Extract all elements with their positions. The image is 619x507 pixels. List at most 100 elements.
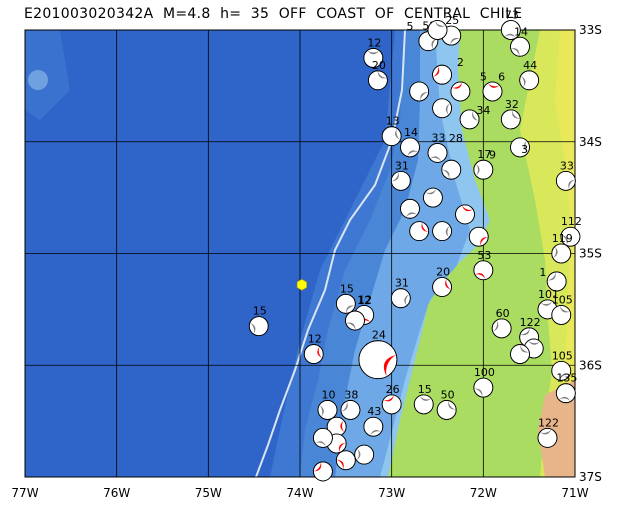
depth-label: 12 [308,333,322,346]
focal-mechanism[interactable] [423,187,443,208]
focal-mechanism[interactable]: 135 [555,372,577,404]
beachball-outline [335,293,356,314]
focal-mechanism[interactable]: 119 [551,232,573,264]
beachball-outline [510,344,530,364]
focal-mechanism[interactable]: 15 [413,383,434,415]
epicenter-hexagon[interactable] [296,278,307,291]
beachball-outline [313,461,333,482]
focal-mechanism[interactable] [432,221,452,242]
beachball-outline [345,310,365,331]
focal-mechanism[interactable] [450,81,471,102]
focal-mechanism[interactable]: 14 [510,25,530,57]
compressional-quadrant [561,235,568,246]
lat-tick-label: 35S [579,247,602,261]
lon-tick-label: 76W [103,486,130,500]
focal-mechanism[interactable] [313,461,333,482]
compressional-quadrant [504,33,517,38]
focal-mechanism[interactable]: 33 [427,131,448,163]
compressional-quadrant [404,294,410,306]
focal-mechanism[interactable]: 60 [491,307,512,339]
focal-mechanism[interactable] [510,344,530,364]
focal-mechanism[interactable]: 122 [537,416,559,448]
compressional-quadrant [472,110,479,121]
focal-mechanism[interactable] [468,226,489,247]
focal-mechanism[interactable]: 100 [473,366,495,398]
depth-label: 135 [556,372,577,385]
depth-label: 73 [505,9,519,22]
focal-mechanism[interactable] [354,444,375,465]
depth-label: 14 [404,126,418,139]
focal-mechanism[interactable]: 26 [381,383,402,415]
focal-mechanism[interactable] [409,81,430,102]
focal-mechanism[interactable]: 13 [381,115,402,147]
depth-label: 24 [372,329,386,342]
beachball-outline [436,400,457,420]
depth-label: 100 [474,366,495,379]
focal-mechanism[interactable]: 12 [303,333,324,364]
compressional-quadrant [377,70,388,79]
compressional-quadrant [540,301,553,306]
compressional-quadrant [450,37,461,46]
beachball-outline [482,81,503,102]
focal-mechanism[interactable]: 44 [519,59,540,91]
focal-mechanism[interactable] [313,427,333,448]
focal-mechanism[interactable]: 53 [473,249,494,281]
compressional-quadrant [520,344,530,353]
lon-tick-label: 72W [470,486,497,500]
focal-mechanism[interactable] [546,271,567,292]
focal-mechanism[interactable] [510,137,530,158]
focal-mechanism[interactable]: 43 [363,405,384,437]
focal-mechanism[interactable]: 10 [317,388,338,420]
depth-label: 5 [407,20,414,33]
focal-mechanism[interactable]: 105 [551,293,573,325]
focal-mechanism[interactable]: 12 [363,36,384,68]
focal-mechanism[interactable]: 112 [560,215,582,247]
depth-label: 119 [552,232,573,245]
focal-mechanism[interactable] [409,221,430,242]
focal-mechanism[interactable] [345,310,365,331]
focal-mechanism[interactable]: 17 [473,148,494,180]
focal-mechanism[interactable]: 20 [368,59,388,91]
focal-mechanism[interactable] [400,198,420,219]
focal-mechanism[interactable]: 15 [248,305,269,337]
focal-mechanism[interactable] [335,450,356,471]
focal-mechanism[interactable] [459,109,480,130]
focal-mechanism[interactable]: 105 [551,349,573,381]
focal-mechanism[interactable] [482,81,503,102]
beachball-outline [450,81,471,102]
focal-mechanism[interactable]: 31 [390,277,411,309]
compressional-quadrant [341,401,348,412]
focal-mechanism[interactable]: 32 [500,98,521,130]
focal-mechanism[interactable]: 25 [441,14,462,46]
focal-mechanism[interactable] [441,159,462,180]
focal-mechanism[interactable] [432,64,452,85]
compressional-quadrant [473,388,483,398]
depth-label: 33 [432,131,446,144]
focal-mechanism[interactable]: 20 [432,266,452,297]
compressional-quadrant [487,83,500,88]
compressional-quadrant [441,169,450,179]
beachball-outline [381,394,402,415]
focal-mechanism[interactable]: 31 [390,159,411,191]
compressional-quadrant [405,212,418,218]
lon-tick-label: 71W [561,486,588,500]
beachball-outline [473,377,494,398]
focal-mechanism[interactable]: 38 [340,388,361,420]
focal-mechanism[interactable] [427,20,448,40]
focal-mechanism[interactable] [432,98,452,119]
focal-mechanism[interactable]: 33 [555,159,576,191]
focal-mechanism[interactable] [455,204,475,225]
depth-label: 28 [449,132,463,145]
focal-mechanism[interactable]: 15 [335,282,356,314]
compressional-quadrant [395,128,401,140]
map-title: E201003020342A M=4.8 h= 35 OFF COAST OF … [24,6,523,22]
focal-mechanism[interactable]: 73 [500,9,521,40]
depth-label: 13 [386,115,400,128]
focal-mechanism[interactable]: 50 [436,388,457,420]
lon-tick-label: 77W [11,486,38,500]
beachball-outline [354,444,375,465]
depth-label: 31 [395,159,409,172]
focal-mechanism[interactable]: 24 [358,329,398,380]
focal-mechanism[interactable]: 14 [400,126,420,158]
